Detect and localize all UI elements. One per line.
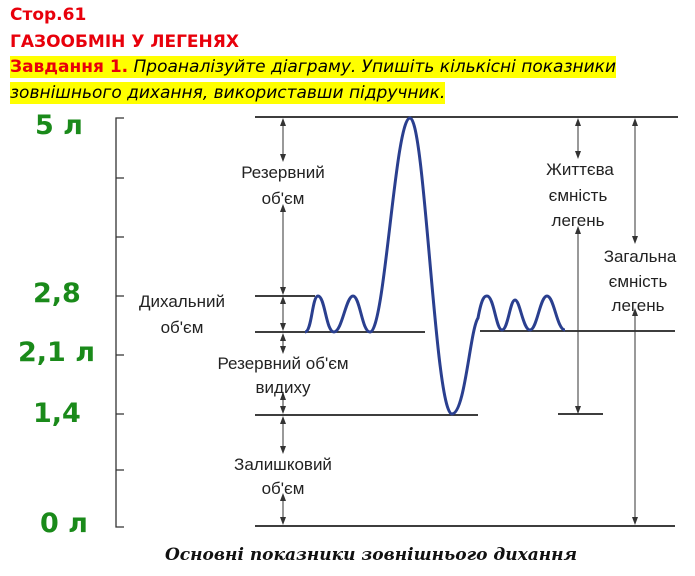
label-vital-2: ємність (549, 186, 608, 205)
value-1-4: 1,4 (33, 398, 81, 429)
value-0l: 0 л (40, 508, 88, 539)
value-2-1l: 2,1 л (18, 337, 96, 368)
page-number: Стор.61 (10, 5, 87, 25)
label-reserve-inhale-2: об'єм (262, 189, 305, 208)
label-total-2: ємність (609, 272, 668, 291)
label-vital-3: легень (552, 211, 605, 230)
label-total-3: легень (612, 296, 665, 315)
label-reserve-exhale-2: видиху (256, 378, 311, 397)
label-tidal-2: об'єм (161, 318, 204, 337)
label-residual-2: об'єм (262, 479, 305, 498)
topic-title: ГАЗООБМІН У ЛЕГЕНЯХ (10, 32, 239, 52)
task-text-1: Проаналізуйте діаграму. Упишіть кількісн… (128, 57, 616, 77)
breathing-curve (304, 116, 566, 416)
scale-bracket (115, 117, 124, 528)
label-reserve-exhale-1: Резервний об'єм (217, 354, 348, 373)
label-tidal-1: Дихальний (139, 292, 225, 311)
task-text-2: зовнішнього дихання, використавши підруч… (10, 82, 446, 104)
task-label: Завдання 1. (10, 57, 129, 77)
diagram-caption: Основні показники зовнішнього дихання (165, 545, 577, 565)
label-reserve-inhale-1: Резервний (241, 163, 325, 182)
value-2-8: 2,8 (33, 278, 81, 309)
level-lines (255, 116, 678, 527)
label-total-1: Загальна (604, 247, 677, 266)
label-vital-1: Життєва (546, 160, 614, 179)
measure-arrows (280, 118, 638, 525)
task-line-1: Завдання 1. Проаналізуйте діаграму. Упиш… (10, 56, 616, 78)
label-residual-1: Залишковий (234, 455, 332, 474)
value-5l: 5 л (35, 110, 83, 141)
